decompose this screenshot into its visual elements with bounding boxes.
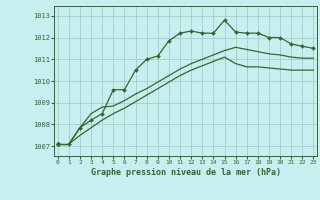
X-axis label: Graphe pression niveau de la mer (hPa): Graphe pression niveau de la mer (hPa)	[91, 168, 281, 177]
